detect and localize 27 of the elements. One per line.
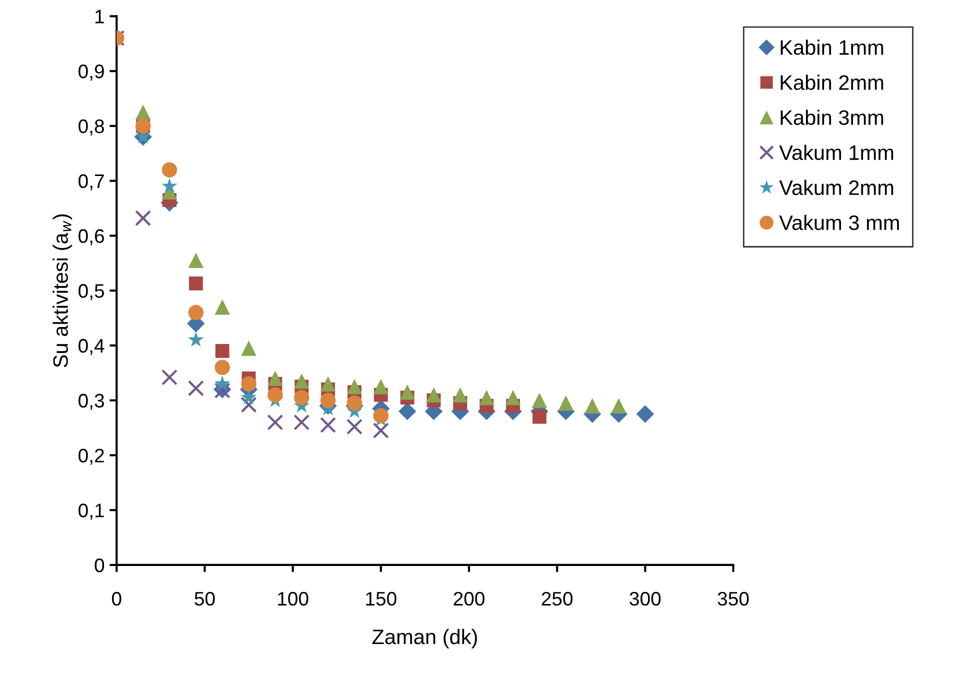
x-tick-label: 50 (194, 592, 215, 606)
y-tick-label: 0,6 (78, 229, 104, 246)
y-tick-label: 1 (95, 10, 104, 24)
x-axis-title: Zaman (dk) (372, 628, 477, 648)
y-tick-label: 0,3 (78, 394, 104, 410)
legend-label: Kabin 1mm (780, 40, 884, 55)
legend-label: Vakum 1mm (779, 144, 894, 160)
y-tick-label: 0 (94, 558, 104, 572)
x-tick-label: 250 (542, 592, 573, 606)
y-tick-label: 0,7 (78, 174, 104, 190)
legend-label: Kabin 3mm (780, 110, 884, 125)
legend-label: Vakum 3 mm (779, 214, 899, 230)
y-tick-label: 0,8 (78, 119, 104, 136)
y-tick-label: 0,2 (78, 448, 104, 465)
x-tick-label: 350 (718, 592, 749, 606)
legend-label: Vakum 2mm (779, 180, 894, 196)
legend-label: Kabin 2mm (780, 74, 884, 90)
x-tick-label: 100 (278, 592, 308, 606)
x-tick-label: 0 (112, 592, 122, 606)
y-tick-label: 0,1 (78, 504, 104, 520)
y-axis-title: Su aktivitesi (a$_{w}$) (52, 214, 72, 368)
x-tick-label: 300 (630, 592, 661, 606)
x-tick-label: 150 (366, 592, 396, 606)
x-tick-label: 200 (454, 592, 484, 606)
y-tick-label: 0,5 (78, 284, 104, 300)
y-tick-label: 0,4 (78, 338, 104, 355)
y-tick-label: 0,9 (78, 64, 104, 81)
